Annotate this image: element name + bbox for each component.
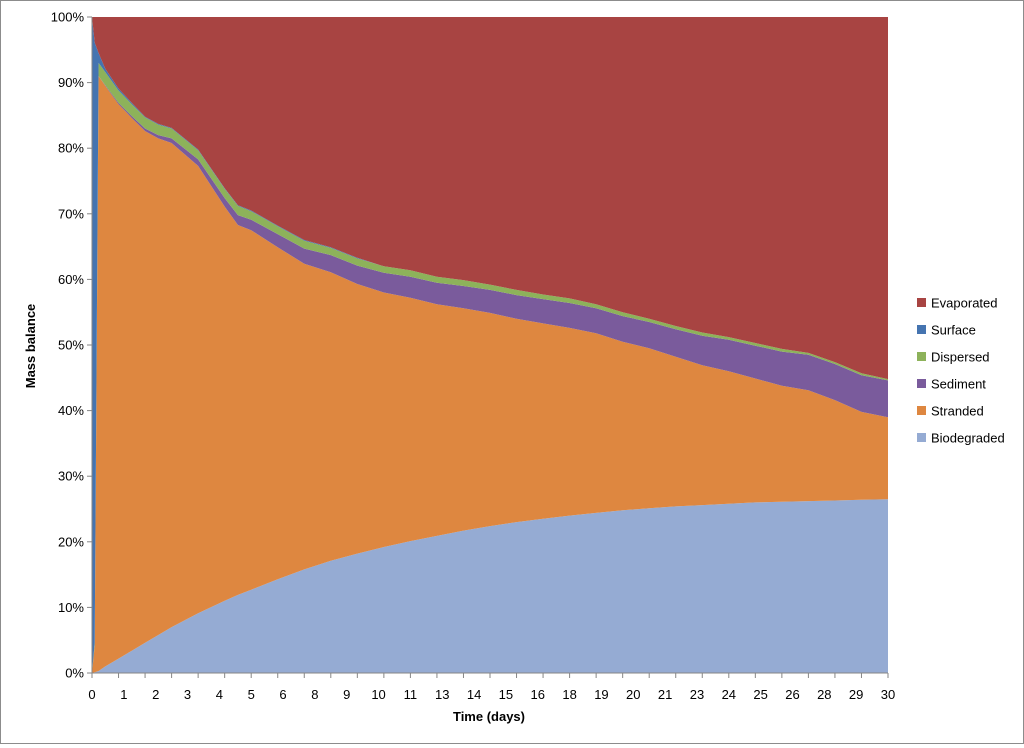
- y-tick-label: 70%: [58, 206, 84, 221]
- y-tick-label: 50%: [58, 338, 84, 353]
- area-biodegraded: [92, 499, 888, 673]
- legend: Evaporated Surface Dispersed Sediment Strand…: [917, 296, 1005, 446]
- legend-swatch-sediment: [917, 379, 926, 388]
- x-axis-title: Time (days): [453, 709, 525, 724]
- x-tick-label: 25: [753, 687, 767, 702]
- y-tick-label: 100%: [51, 10, 85, 25]
- legend-swatch-stranded: [917, 406, 926, 415]
- x-tick-label: 6: [279, 687, 286, 702]
- legend-label-dispersed: Dispersed: [931, 350, 990, 365]
- y-axis-title: Mass balance: [23, 304, 38, 389]
- legend-swatch-dispersed: [917, 352, 926, 361]
- legend-label-stranded: Stranded: [931, 404, 984, 419]
- x-tick-label: 8: [311, 687, 318, 702]
- x-tick-label: 1: [120, 687, 127, 702]
- y-tick-label: 30%: [58, 469, 84, 484]
- y-tick-label: 90%: [58, 75, 84, 90]
- area-evaporated: [92, 17, 888, 380]
- x-tick-label: 5: [248, 687, 255, 702]
- x-tick-label: 9: [343, 687, 350, 702]
- legend-label-sediment: Sediment: [931, 377, 986, 392]
- x-tick-label: 16: [531, 687, 545, 702]
- x-tick-label: 15: [499, 687, 513, 702]
- legend-swatch-biodegraded: [917, 433, 926, 442]
- x-tick-label: 21: [658, 687, 672, 702]
- x-tick-label: 11: [404, 687, 418, 702]
- x-tick-label: 19: [594, 687, 608, 702]
- x-tick-label: 29: [849, 687, 863, 702]
- y-tick-label: 0%: [65, 666, 84, 681]
- x-tick-label: 13: [435, 687, 449, 702]
- x-tick-label: 4: [216, 687, 223, 702]
- x-tick-label: 3: [184, 687, 191, 702]
- legend-swatch-surface: [917, 325, 926, 334]
- y-tick-label: 60%: [58, 272, 84, 287]
- y-tick-label: 40%: [58, 403, 84, 418]
- x-tick-label: 20: [626, 687, 640, 702]
- x-tick-label: 2: [152, 687, 159, 702]
- legend-label-evaporated: Evaporated: [931, 296, 998, 311]
- area-stranded: [92, 76, 888, 673]
- x-tick-label: 18: [562, 687, 576, 702]
- y-tick-label: 80%: [58, 141, 84, 156]
- x-tick-label: 10: [371, 687, 385, 702]
- plot-areas: [92, 17, 888, 673]
- x-tick-label: 26: [785, 687, 799, 702]
- x-axis-ticks: 0 1 2 3 4 5 6 8 9 10 11 13 14 15 16 18 19 20 21 23 24 25 26 28 2…: [88, 673, 895, 702]
- y-tick-label: 20%: [58, 534, 84, 549]
- legend-label-biodegraded: Biodegraded: [931, 431, 1005, 446]
- x-tick-label: 0: [88, 687, 95, 702]
- x-tick-label: 28: [817, 687, 831, 702]
- x-tick-label: 23: [690, 687, 704, 702]
- y-axis-ticks: 0% 10% 20% 30% 40% 50% 60% 70% 80% 90% 100%: [51, 10, 92, 681]
- legend-label-surface: Surface: [931, 323, 976, 338]
- legend-swatch-evaporated: [917, 298, 926, 307]
- x-tick-label: 24: [722, 687, 736, 702]
- y-tick-label: 10%: [58, 600, 84, 615]
- x-tick-label: 30: [881, 687, 895, 702]
- x-tick-label: 14: [467, 687, 481, 702]
